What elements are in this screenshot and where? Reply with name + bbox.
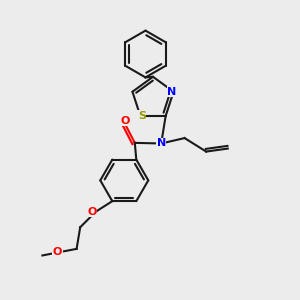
Text: N: N [157,139,166,148]
Text: O: O [53,247,62,257]
Text: S: S [138,111,146,121]
Text: N: N [167,87,177,97]
Text: O: O [121,116,130,126]
Text: O: O [88,207,97,217]
